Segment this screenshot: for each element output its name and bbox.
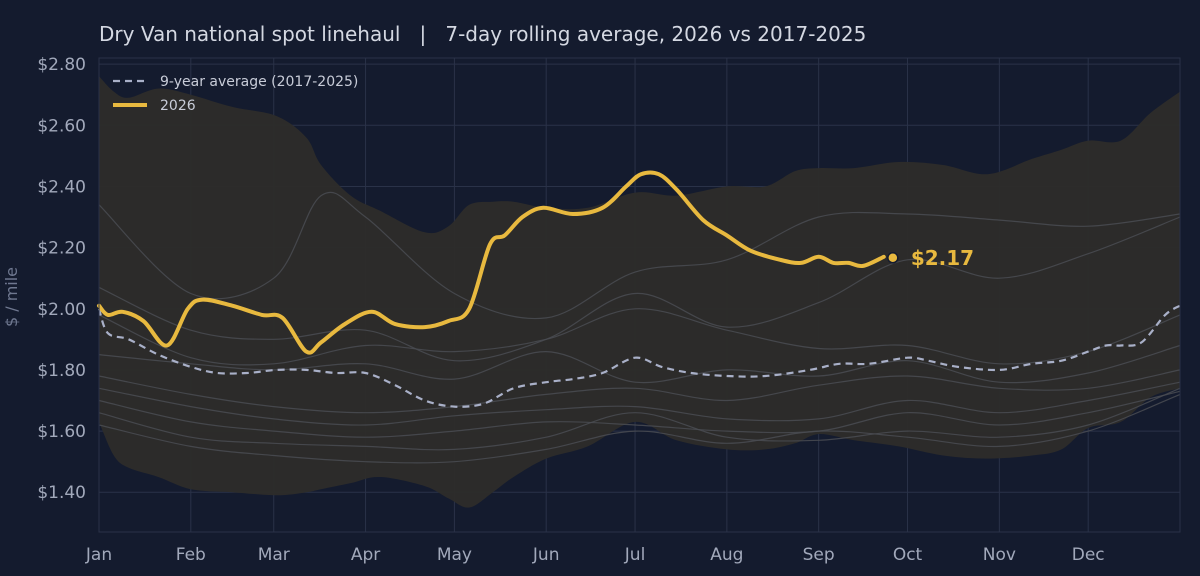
legend-label-average: 9-year average (2017-2025) [160,74,358,90]
x-tick-label: Apr [351,545,380,565]
history-line [98,381,1181,426]
legend: 9-year average (2017-2025) 2026 [113,74,358,114]
y-tick-label: $2.20 [37,239,86,259]
historical-year-lines [98,191,1181,464]
history-line [98,393,1181,464]
end-point-marker [887,252,899,264]
end-value-label: $2.17 [911,246,974,270]
y-tick-label: $1.40 [37,483,86,503]
y-axis-label: $ / mile [2,267,21,327]
x-tick-label: Aug [710,545,743,565]
x-tick-label: Jul [624,545,646,565]
x-tick-label: Sep [803,545,835,565]
historical-range-band [99,76,1180,508]
x-tick-label: Jan [85,545,112,565]
legend-label-current: 2026 [160,98,196,114]
history-line [98,369,1181,414]
x-tick-label: Jun [532,545,560,565]
series-lines [97,170,1181,408]
average-line [97,304,1181,408]
axes: $1.40 $1.60 $1.80 $2.00 $2.20 $2.40 $2.60 $2.80… [37,55,1181,565]
range-band [99,76,1180,508]
history-line [98,387,1181,451]
y-tick-label: $2.80 [37,55,86,75]
history-line [98,390,1181,438]
x-tick-label: Nov [983,545,1016,565]
plot-frame [98,57,1181,533]
x-tick-label: Oct [893,545,923,565]
history-line [98,191,1181,320]
x-tick-label: Mar [258,545,290,565]
history-line [98,308,1181,366]
y-tick-label: $1.60 [37,422,86,442]
y-tick-label: $2.00 [37,300,86,320]
current-year-line [97,170,886,355]
history-line [98,216,1181,362]
y-tick-label: $2.60 [37,116,86,136]
annotations: $2.17 [887,246,974,270]
y-tick-label: $2.40 [37,177,86,197]
chart-title: Dry Van national spot linehaul | 7-day r… [99,22,866,46]
history-line [98,344,1181,384]
x-tick-label: Dec [1072,545,1105,565]
x-tick-label: May [437,545,472,565]
x-tick-label: Feb [176,545,206,565]
y-tick-label: $1.80 [37,361,86,381]
